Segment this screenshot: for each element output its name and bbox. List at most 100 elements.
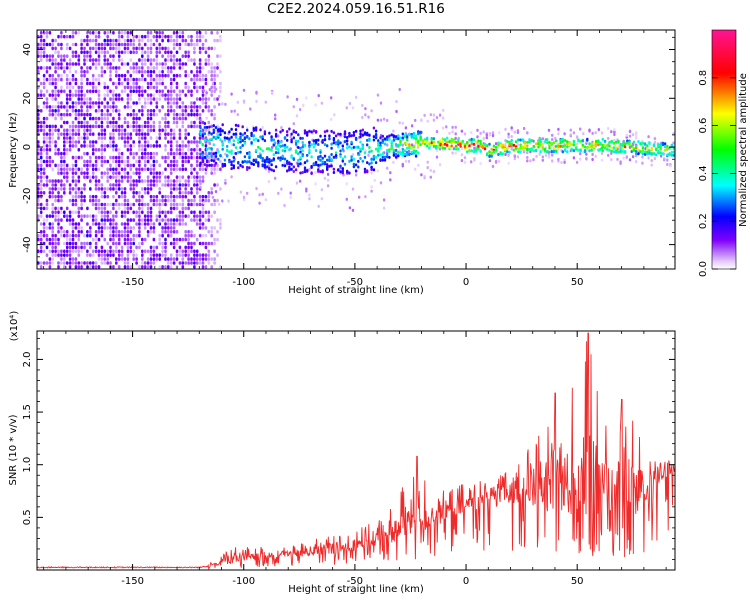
spectrogram-cell — [48, 81, 52, 86]
spectrogram-cell — [383, 155, 387, 159]
spectrogram-cell — [117, 257, 121, 261]
spectrogram-cell — [281, 128, 284, 132]
spectrogram-cell — [132, 237, 135, 242]
spectrogram-cell — [138, 77, 141, 82]
spectrogram-cell — [178, 62, 182, 66]
spectrogram-cell — [241, 160, 244, 164]
spectrogram-cell — [129, 73, 133, 78]
spectrogram-cell — [80, 245, 83, 250]
spectrogram-cell — [123, 198, 127, 203]
spectrogram-cell — [201, 261, 205, 265]
spectrogram-cell — [178, 105, 182, 109]
spectrogram-cell — [164, 155, 167, 160]
spectrogram-cell — [568, 140, 571, 144]
spectrogram-cell — [141, 257, 144, 261]
spectrogram-cell — [132, 116, 135, 121]
spectrogram-cell — [504, 152, 507, 157]
spectrogram-cell — [184, 112, 187, 117]
spectrogram-cell — [123, 191, 127, 195]
spectrogram-cell — [483, 147, 487, 151]
spectrogram-cell — [37, 233, 40, 238]
spectrogram-cell — [308, 141, 311, 145]
spectrogram-cell — [103, 257, 107, 261]
spectrogram-cell — [513, 154, 516, 158]
spectrogram-cell — [80, 124, 83, 129]
spectrogram-cell — [399, 152, 402, 156]
spectrogram-cell — [129, 112, 133, 117]
spectrogram-cell — [74, 163, 78, 168]
spectrogram-cell — [97, 42, 101, 47]
spectrogram-cell — [227, 199, 230, 203]
spectrogram-cell — [283, 136, 287, 140]
spectrogram-cell — [89, 179, 92, 183]
spectrogram-cell — [149, 136, 153, 140]
spectrogram-cell — [403, 135, 407, 139]
spectrogram-cell — [80, 42, 83, 47]
spectrogram-cell — [414, 140, 418, 144]
spectrogram-cell — [132, 66, 135, 70]
spectrogram-cell — [198, 105, 202, 109]
spectrogram-cell — [503, 147, 507, 151]
spectrogram-cell — [302, 104, 305, 108]
spectrogram-cell — [379, 153, 382, 157]
spectrogram-cell — [161, 230, 164, 234]
spectrogram-cell — [169, 171, 173, 175]
spectrogram-cell — [261, 137, 264, 141]
spectrogram-cell — [138, 155, 141, 160]
spectrogram-cell — [663, 144, 667, 148]
spectrogram-cell — [410, 146, 413, 150]
spectrogram-cell — [603, 146, 607, 150]
spectrogram-cell — [158, 81, 161, 86]
spectrogram-cell — [54, 128, 57, 133]
spectrogram-cell — [80, 194, 83, 199]
spectrogram-cell — [432, 144, 436, 148]
spectrogram-cell — [89, 89, 92, 94]
spectrogram-cell — [337, 145, 340, 149]
spectrogram-cell — [161, 128, 164, 133]
spectrogram-cell — [195, 179, 199, 183]
spectrogram-cell — [37, 163, 40, 168]
spectrogram-cell — [120, 89, 124, 94]
spectrogram-cell — [217, 128, 220, 132]
spectrogram-cell — [65, 245, 69, 250]
spectrogram-cell — [204, 81, 208, 86]
spectrogram-cell — [57, 194, 60, 199]
spectrogram-cell — [314, 170, 317, 175]
spectrogram-cell — [202, 201, 205, 205]
spectrogram-cell — [161, 253, 164, 257]
spectrogram-cell — [270, 159, 273, 163]
spectrogram-cell — [670, 153, 673, 157]
spectrogram-cell — [622, 156, 625, 160]
spectrogram-cell — [155, 66, 159, 70]
spectrogram-cell — [212, 128, 215, 132]
spectrogram-cell — [252, 127, 255, 130]
spectrogram-cell — [359, 129, 362, 133]
colorbar-label: Normalized spectral amplitude — [738, 73, 749, 227]
spectrogram-cell — [379, 141, 382, 145]
spectrogram-cell — [234, 132, 238, 136]
spectrogram-cell — [641, 152, 645, 156]
spectrogram-cell — [158, 132, 161, 136]
spectrogram-cell — [120, 214, 124, 218]
spectrogram-cell — [129, 249, 133, 254]
spectrogram-cell — [466, 141, 469, 145]
spectrogram-cell — [91, 175, 95, 179]
spectrogram-cell — [234, 146, 238, 150]
spectrogram-cell — [51, 194, 54, 199]
spectrogram-cell — [45, 214, 49, 218]
spectrogram-cell — [100, 233, 104, 238]
spectrogram-cell — [167, 261, 170, 265]
spectrogram-cell — [399, 136, 402, 140]
spectrogram-cell — [132, 171, 135, 175]
spectrogram-cell — [60, 179, 63, 183]
spectrogram-cell — [184, 105, 187, 109]
spectrogram-cell — [146, 116, 150, 121]
spectrogram-cell — [581, 143, 584, 147]
spectrogram-cell — [60, 261, 63, 265]
spectrogram-cell — [184, 214, 187, 218]
spectrogram-cell — [184, 85, 187, 90]
spectrogram-cell — [252, 163, 255, 166]
spectrogram-cell — [243, 131, 247, 135]
spectrogram-cell — [426, 160, 429, 164]
spectrogram-cell — [219, 226, 222, 230]
